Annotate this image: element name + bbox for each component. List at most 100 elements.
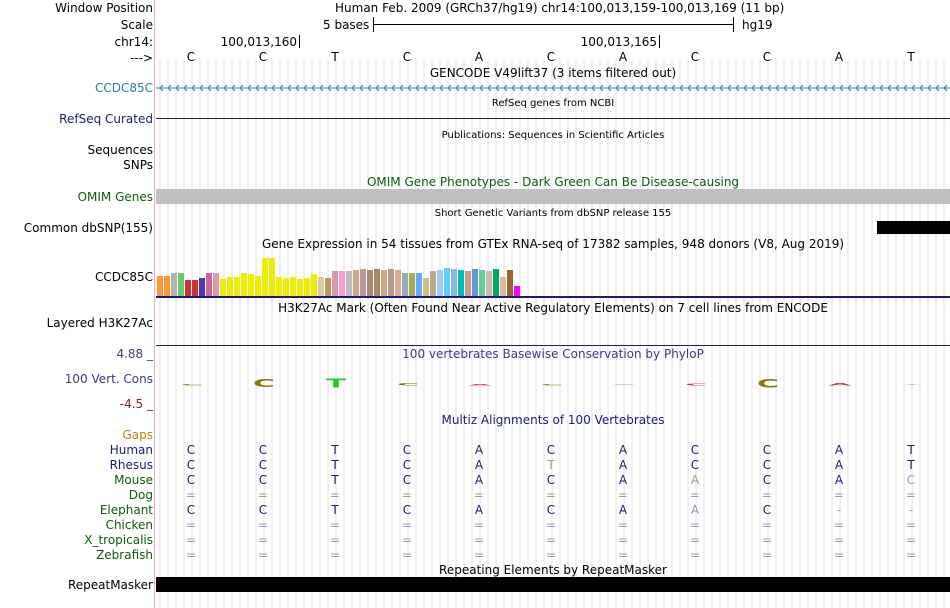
multiz-base: A — [690, 503, 700, 517]
multiz-base: C — [258, 473, 268, 487]
gtex-tissue-bar — [290, 277, 296, 296]
phylop-max-label: 4.88 _ — [116, 347, 153, 361]
gtex-tissue-bar — [220, 279, 226, 296]
phylop-base-glyph: A — [828, 383, 852, 387]
gtex-baseline — [156, 296, 950, 298]
strand-chevron — [607, 84, 612, 92]
multiz-base: = — [258, 518, 269, 532]
gtex-bar-chart[interactable] — [156, 251, 950, 298]
repeatmasker-bar[interactable] — [156, 577, 950, 592]
h3k27ac-title: H3K27Ac Mark (Often Found Near Active Re… — [278, 301, 828, 315]
dbsnp-label[interactable]: Common dbSNP(155) — [23, 221, 153, 235]
phylop-base-glyph: C — [757, 377, 779, 390]
gtex-tissue-bar — [395, 270, 401, 296]
strand-chevron — [719, 84, 724, 92]
multiz-base: C — [258, 503, 268, 517]
coord-tick-mark — [659, 35, 660, 48]
strand-chevron — [335, 84, 340, 92]
gtex-tissue-bar — [318, 277, 324, 296]
strand-label: ---> — [129, 51, 153, 65]
repeatmasker-label[interactable]: RepeatMasker — [67, 578, 153, 592]
gtex-label[interactable]: CCDC85C — [94, 270, 153, 284]
multiz-species-label[interactable]: Chicken — [105, 518, 153, 532]
multiz-base: A — [618, 503, 628, 517]
gtex-tissue-bar — [465, 271, 471, 296]
gtex-tissue-bar — [255, 276, 261, 296]
strand-chevron — [367, 84, 372, 92]
h3k27ac-label[interactable]: Layered H3K27Ac — [46, 316, 153, 330]
strand-chevron — [359, 84, 364, 92]
multiz-species-label[interactable]: Mouse — [114, 473, 153, 487]
gtex-tissue-bar — [493, 269, 499, 296]
gtex-tissue-bar — [444, 268, 450, 296]
refseq-label[interactable]: RefSeq Curated — [59, 112, 153, 126]
scale-label: Scale — [120, 18, 153, 32]
omim-label[interactable]: OMIM Genes — [77, 190, 153, 204]
multiz-base: = — [690, 518, 701, 532]
gtex-tissue-bar — [241, 273, 247, 296]
multiz-base: = — [402, 533, 413, 547]
repeatmasker-title: Repeating Elements by RepeatMasker — [439, 563, 667, 577]
strand-chevron — [943, 84, 948, 92]
base-letter: T — [907, 50, 915, 64]
base-letter: C — [546, 50, 556, 64]
gtex-tissue-bar — [346, 271, 352, 296]
strand-chevron — [663, 84, 668, 92]
phylop-label[interactable]: 100 Vert. Cons — [64, 372, 153, 386]
multiz-species-label[interactable]: Elephant — [99, 503, 153, 517]
gencode-gene-feature[interactable] — [156, 83, 950, 93]
gtex-tissue-bar — [269, 258, 275, 296]
multiz-base: C — [258, 458, 268, 472]
snps-label[interactable]: SNPs — [123, 158, 153, 172]
refseq-gene-line[interactable] — [156, 118, 950, 119]
strand-chevron — [519, 84, 524, 92]
strand-chevron — [559, 84, 564, 92]
strand-chevron — [567, 84, 572, 92]
base-letter: A — [834, 50, 844, 64]
gtex-tissue-bar — [248, 274, 254, 296]
strand-chevron — [455, 84, 460, 92]
omim-title: OMIM Gene Phenotypes - Dark Green Can Be… — [366, 175, 740, 189]
gtex-tissue-bar — [311, 274, 317, 296]
base-letter: C — [762, 50, 772, 64]
gtex-tissue-bar — [458, 270, 464, 296]
multiz-base: A — [474, 458, 484, 472]
strand-chevron — [935, 84, 940, 92]
multiz-species-label[interactable]: Zebrafish — [96, 548, 153, 562]
scale-text: 5 bases — [323, 18, 370, 32]
multiz-species-label[interactable]: Human — [109, 443, 153, 457]
multiz-base: = — [186, 548, 197, 562]
strand-chevron — [207, 84, 212, 92]
multiz-species-label[interactable]: Rhesus — [109, 458, 153, 472]
multiz-species-label[interactable]: X_tropicalis — [84, 533, 153, 547]
dbsnp-title: Short Genetic Variants from dbSNP releas… — [434, 208, 672, 219]
base-letter: C — [186, 50, 196, 64]
multiz-base: A — [474, 473, 484, 487]
multiz-base: C — [402, 443, 412, 457]
multiz-base: C — [186, 473, 196, 487]
multiz-base: A — [690, 473, 700, 487]
strand-chevron — [551, 84, 556, 92]
omim-gene-bar[interactable] — [156, 189, 950, 204]
strand-chevron — [423, 84, 428, 92]
gencode-gene-label[interactable]: CCDC85C — [94, 81, 153, 95]
dbsnp-variant[interactable] — [877, 221, 950, 234]
strand-chevron — [311, 84, 316, 92]
gtex-tissue-bar — [234, 277, 240, 296]
strand-chevron — [855, 84, 860, 92]
sequences-label[interactable]: Sequences — [87, 143, 153, 157]
multiz-species-label[interactable]: Dog — [128, 488, 153, 502]
multiz-base: = — [186, 488, 197, 502]
phylop-base-glyph: C — [541, 384, 563, 386]
strand-chevron — [487, 84, 492, 92]
strand-chevron — [247, 84, 252, 92]
strand-chevron — [895, 84, 900, 92]
gaps-label: Gaps — [122, 428, 153, 442]
strand-chevron — [711, 84, 716, 92]
multiz-base: C — [762, 503, 772, 517]
strand-chevron — [839, 84, 844, 92]
multiz-base: A — [618, 443, 628, 457]
